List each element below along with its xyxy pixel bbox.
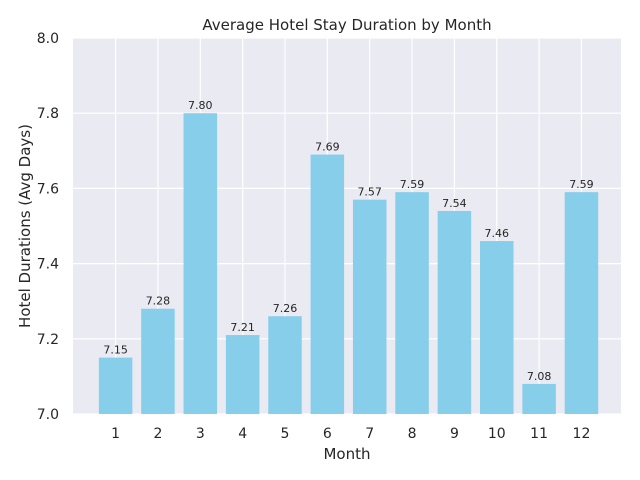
bar-value-label: 7.57 [357, 186, 382, 199]
bar-value-label: 7.46 [485, 227, 510, 240]
bars [98, 113, 599, 414]
y-tick-labels: 7.0 7.2 7.4 7.6 7.8 8.0 [37, 31, 59, 423]
data-labels: 7.15 7.28 7.80 7.21 7.26 7.69 7.57 7.59 7.54 7.46… [103, 99, 593, 383]
bar-value-label: 7.21 [230, 321, 255, 334]
x-tick-label: 8 [408, 426, 417, 442]
x-tick-label: 1 [111, 426, 120, 442]
y-tick-label: 8.0 [37, 31, 59, 47]
bar [437, 210, 472, 414]
bar [225, 335, 260, 414]
bar-value-label: 7.69 [315, 141, 340, 154]
bar-value-label: 7.26 [273, 302, 298, 315]
x-tick-label: 6 [323, 426, 332, 442]
bar [183, 113, 218, 414]
y-tick-label: 7.6 [37, 181, 59, 197]
bar-value-label: 7.15 [103, 344, 128, 357]
y-tick-label: 7.0 [37, 407, 59, 423]
bar [141, 308, 175, 414]
y-tick-label: 7.2 [37, 332, 59, 348]
chart-title: Average Hotel Stay Duration by Month [202, 16, 491, 34]
x-tick-label: 3 [196, 426, 205, 442]
bar-value-label: 7.59 [400, 178, 425, 191]
x-tick-label: 7 [365, 426, 374, 442]
y-tick-label: 7.4 [37, 257, 59, 273]
x-axis-label: Month [323, 445, 370, 463]
bar-value-label: 7.80 [188, 99, 213, 112]
bar [522, 383, 556, 414]
x-tick-labels: 1 2 3 4 5 6 7 8 9 10 11 12 [111, 426, 590, 442]
bar [268, 316, 302, 414]
x-tick-label: 4 [238, 426, 247, 442]
bar-value-label: 7.28 [146, 295, 171, 308]
x-tick-label: 11 [530, 426, 548, 442]
bar-value-label: 7.59 [569, 178, 594, 191]
y-axis-label: Hotel Durations (Avg Days) [16, 124, 34, 328]
bar [480, 241, 514, 414]
x-tick-label: 5 [281, 426, 290, 442]
bar [352, 199, 387, 414]
bar [395, 192, 429, 414]
bar-value-label: 7.08 [527, 370, 552, 383]
x-tick-label: 9 [450, 426, 459, 442]
bar [310, 154, 345, 414]
bar-value-label: 7.54 [442, 197, 467, 210]
bar [98, 357, 133, 414]
bar [564, 192, 599, 414]
x-tick-label: 12 [573, 426, 591, 442]
x-tick-label: 2 [153, 426, 162, 442]
y-tick-label: 7.8 [37, 106, 59, 122]
x-tick-label: 10 [488, 426, 506, 442]
